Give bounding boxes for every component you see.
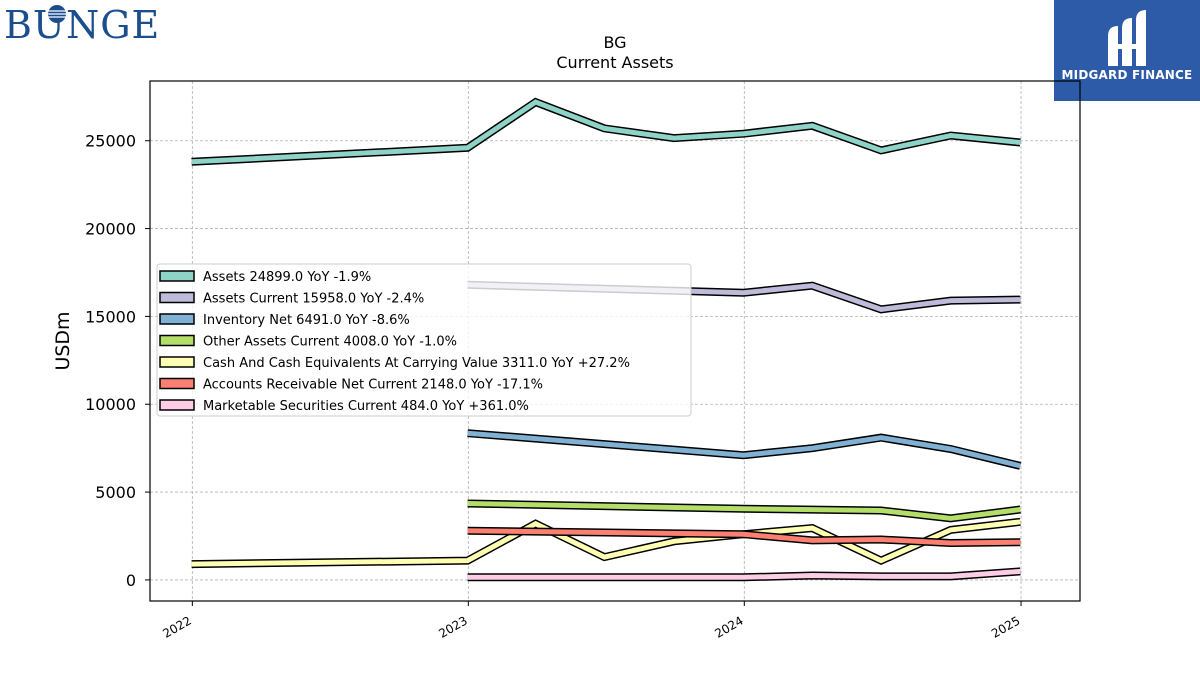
series-line bbox=[467, 528, 1021, 546]
legend-swatch bbox=[159, 334, 195, 347]
x-tick-label: 2024 bbox=[712, 613, 745, 640]
legend-entry: Accounts Receivable Net Current 2148.0 Y… bbox=[203, 378, 543, 393]
series-line bbox=[467, 568, 1021, 580]
chart-title: BG bbox=[603, 33, 626, 52]
legend: Assets 24899.0 YoY -1.9% Assets Current 1… bbox=[156, 263, 692, 417]
y-tick-label: 5000 bbox=[95, 483, 136, 502]
y-tick-label: 15000 bbox=[85, 307, 136, 326]
x-tick-label: 2023 bbox=[436, 613, 469, 640]
series-line bbox=[191, 99, 1021, 165]
series-line bbox=[467, 501, 1021, 521]
series-line bbox=[467, 430, 1021, 469]
legend-swatch bbox=[159, 377, 195, 390]
partner-logo-text: MIDGARD FINANCE bbox=[1061, 68, 1193, 82]
y-tick-label: 10000 bbox=[85, 395, 136, 414]
y-tick-label: 25000 bbox=[85, 132, 136, 151]
legend-entry: Assets Current 15958.0 YoY -2.4% bbox=[203, 292, 424, 307]
company-logo: BUNGE bbox=[4, 4, 179, 46]
y-axis-label: USDm bbox=[52, 311, 74, 370]
legend-swatch bbox=[159, 356, 195, 368]
y-tick-label: 0 bbox=[126, 571, 136, 590]
legend-entry: Inventory Net 6491.0 YoY -8.6% bbox=[203, 313, 410, 328]
logo-globe-icon bbox=[48, 5, 66, 23]
legend-swatch bbox=[159, 291, 195, 304]
plot-frame bbox=[149, 80, 1081, 602]
partner-logo: MIDGARD FINANCE bbox=[1054, 0, 1200, 101]
y-tick-label: 20000 bbox=[85, 220, 136, 239]
x-tick-label: 2025 bbox=[989, 613, 1022, 640]
legend-entry: Cash And Cash Equivalents At Carrying Va… bbox=[203, 356, 630, 371]
legend-swatch bbox=[159, 313, 195, 325]
x-tick-label: 2022 bbox=[160, 613, 193, 640]
partner-monogram-icon bbox=[1108, 10, 1146, 66]
company-logo-text: BUNGE bbox=[4, 3, 161, 47]
series-line bbox=[467, 282, 1021, 312]
legend-swatch bbox=[159, 270, 195, 282]
legend-entry: Marketable Securities Current 484.0 YoY … bbox=[203, 399, 529, 414]
legend-swatch bbox=[159, 399, 195, 411]
series-line-outline bbox=[191, 97, 1021, 166]
legend-box bbox=[156, 263, 692, 417]
legend-entry: Assets 24899.0 YoY -1.9% bbox=[203, 270, 371, 285]
legend-entry: Other Assets Current 4008.0 YoY -1.0% bbox=[203, 335, 457, 350]
series-layer bbox=[191, 97, 1022, 582]
chart-subtitle: Current Assets bbox=[556, 53, 673, 72]
